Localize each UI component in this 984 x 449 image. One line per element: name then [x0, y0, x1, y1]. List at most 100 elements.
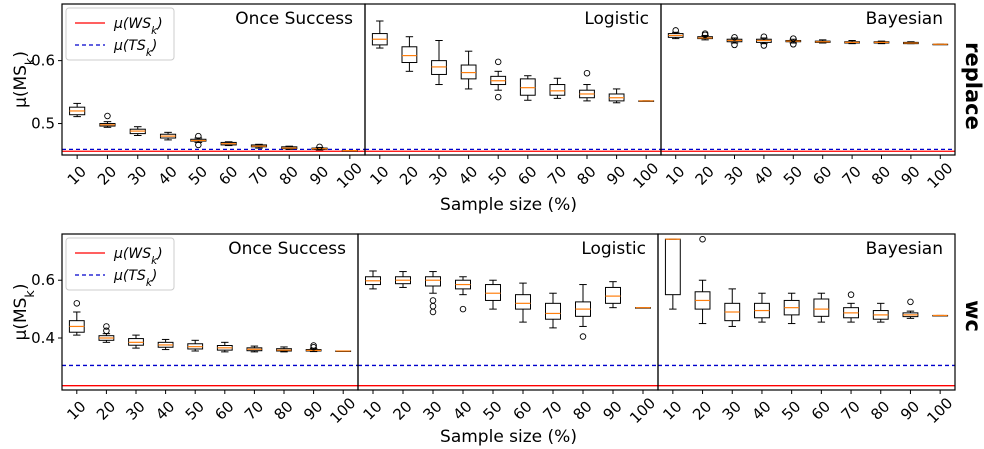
outlier-point: [701, 30, 709, 37]
outlier-point: [195, 141, 202, 149]
x-tick-label: 20: [396, 163, 422, 189]
box-60: [515, 282, 531, 323]
x-tick-label: 20: [93, 398, 119, 424]
x-tick-label: 90: [603, 163, 629, 189]
box-iqr: [460, 64, 477, 80]
x-tick-label: 100: [626, 394, 659, 427]
y-tick-label: 0.6: [31, 271, 55, 289]
box-100: [335, 350, 352, 352]
box-iqr: [813, 298, 830, 317]
x-tick-label: 40: [748, 398, 774, 424]
panel: 10 20 30 40 50 60 70 80 90 100 Bayesian: [660, 3, 956, 192]
x-tick-label: 30: [719, 398, 745, 424]
x-tick-label: 70: [540, 398, 566, 424]
box-80: [872, 302, 889, 323]
x-tick-label: 40: [155, 163, 181, 189]
x-tick-label: 100: [629, 159, 662, 192]
box-90: [305, 342, 322, 353]
x-tick-label: 70: [245, 163, 271, 189]
box-20: [98, 323, 115, 343]
box-70: [246, 345, 263, 353]
outlier-point: [672, 27, 679, 34]
box-30: [129, 126, 146, 136]
box-20: [697, 30, 713, 41]
panel: 10 20 30 40 50 60 70 80 90 100 Logistic: [364, 3, 662, 192]
box-iqr: [519, 78, 536, 96]
outlier-point: [790, 35, 797, 42]
box-90: [903, 41, 919, 45]
legend-box: [65, 237, 175, 291]
x-tick-label: 50: [182, 398, 208, 424]
panel: 10 20 30 40 50 60 70 80 90 100 Logistic: [357, 233, 659, 427]
panel-title: Bayesian: [866, 239, 943, 259]
box-10: [667, 27, 684, 40]
outlier-point: [316, 143, 323, 151]
x-tick-label: 50: [485, 163, 511, 189]
box-iqr: [401, 46, 418, 64]
box-80: [575, 284, 591, 340]
x-tick-label: 10: [64, 163, 90, 189]
x-tick-label: 60: [510, 398, 536, 424]
box-50: [485, 279, 501, 310]
box-30: [431, 39, 447, 86]
x-tick-label: 50: [480, 398, 506, 424]
x-tick-label: 10: [63, 398, 89, 424]
box-90: [311, 143, 328, 151]
panel: 10 20 30 40 50 60 70 80 90 100 Bayesian: [657, 233, 956, 427]
outlier-point: [494, 93, 502, 101]
x-tick-label: 100: [326, 394, 359, 427]
box-50: [785, 35, 802, 48]
x-tick-label: 100: [333, 159, 366, 192]
box-100: [341, 149, 358, 152]
x-tick-label: 20: [689, 398, 715, 424]
box-100: [635, 307, 651, 309]
box-60: [216, 341, 233, 353]
x-tick-label: 80: [868, 163, 894, 189]
x-tick-label: 70: [838, 398, 864, 424]
outlier-point: [907, 298, 914, 306]
x-tick-label: 20: [390, 398, 416, 424]
box-40: [460, 50, 477, 90]
x-tick-label: 70: [241, 398, 267, 424]
box-20: [694, 235, 711, 325]
outlier-point: [429, 297, 437, 304]
outlier-point: [731, 34, 738, 41]
box-100: [932, 43, 949, 46]
box-iqr: [485, 284, 501, 301]
box-10: [365, 270, 381, 290]
box-iqr: [431, 60, 447, 75]
x-tick-label: 40: [455, 163, 481, 189]
x-tick-label: 90: [897, 163, 923, 189]
box-40: [159, 131, 177, 141]
x-tick-label: 100: [923, 159, 956, 192]
box-60: [813, 292, 830, 323]
x-tick-label: 60: [215, 163, 241, 189]
panel-title: Once Success: [235, 9, 353, 29]
x-axis-title: Sample size (%): [440, 195, 577, 215]
box-20: [401, 36, 418, 72]
x-tick-label: 50: [778, 398, 804, 424]
panel-title: Once Success: [228, 239, 346, 259]
x-tick-label: 40: [152, 398, 178, 424]
x-tick-label: 30: [426, 163, 452, 189]
y-tick-label: 0.6: [31, 52, 55, 70]
x-tick-label: 30: [420, 398, 446, 424]
box-20: [99, 112, 116, 128]
box-70: [844, 39, 860, 45]
box-70: [843, 291, 859, 323]
outlier-point: [429, 308, 437, 316]
legend-label: μ(WSk): [113, 16, 163, 37]
box-50: [783, 292, 800, 325]
box-90: [608, 88, 625, 104]
x-tick-label: 60: [808, 398, 834, 424]
box-80: [873, 40, 890, 45]
box-iqr: [425, 276, 441, 287]
box-90: [902, 298, 919, 319]
box-30: [726, 34, 743, 49]
x-tick-label: 10: [366, 163, 392, 189]
legend-label: μ(TSk): [113, 38, 157, 59]
outlier-point: [103, 323, 110, 330]
outlier-point: [731, 41, 738, 49]
